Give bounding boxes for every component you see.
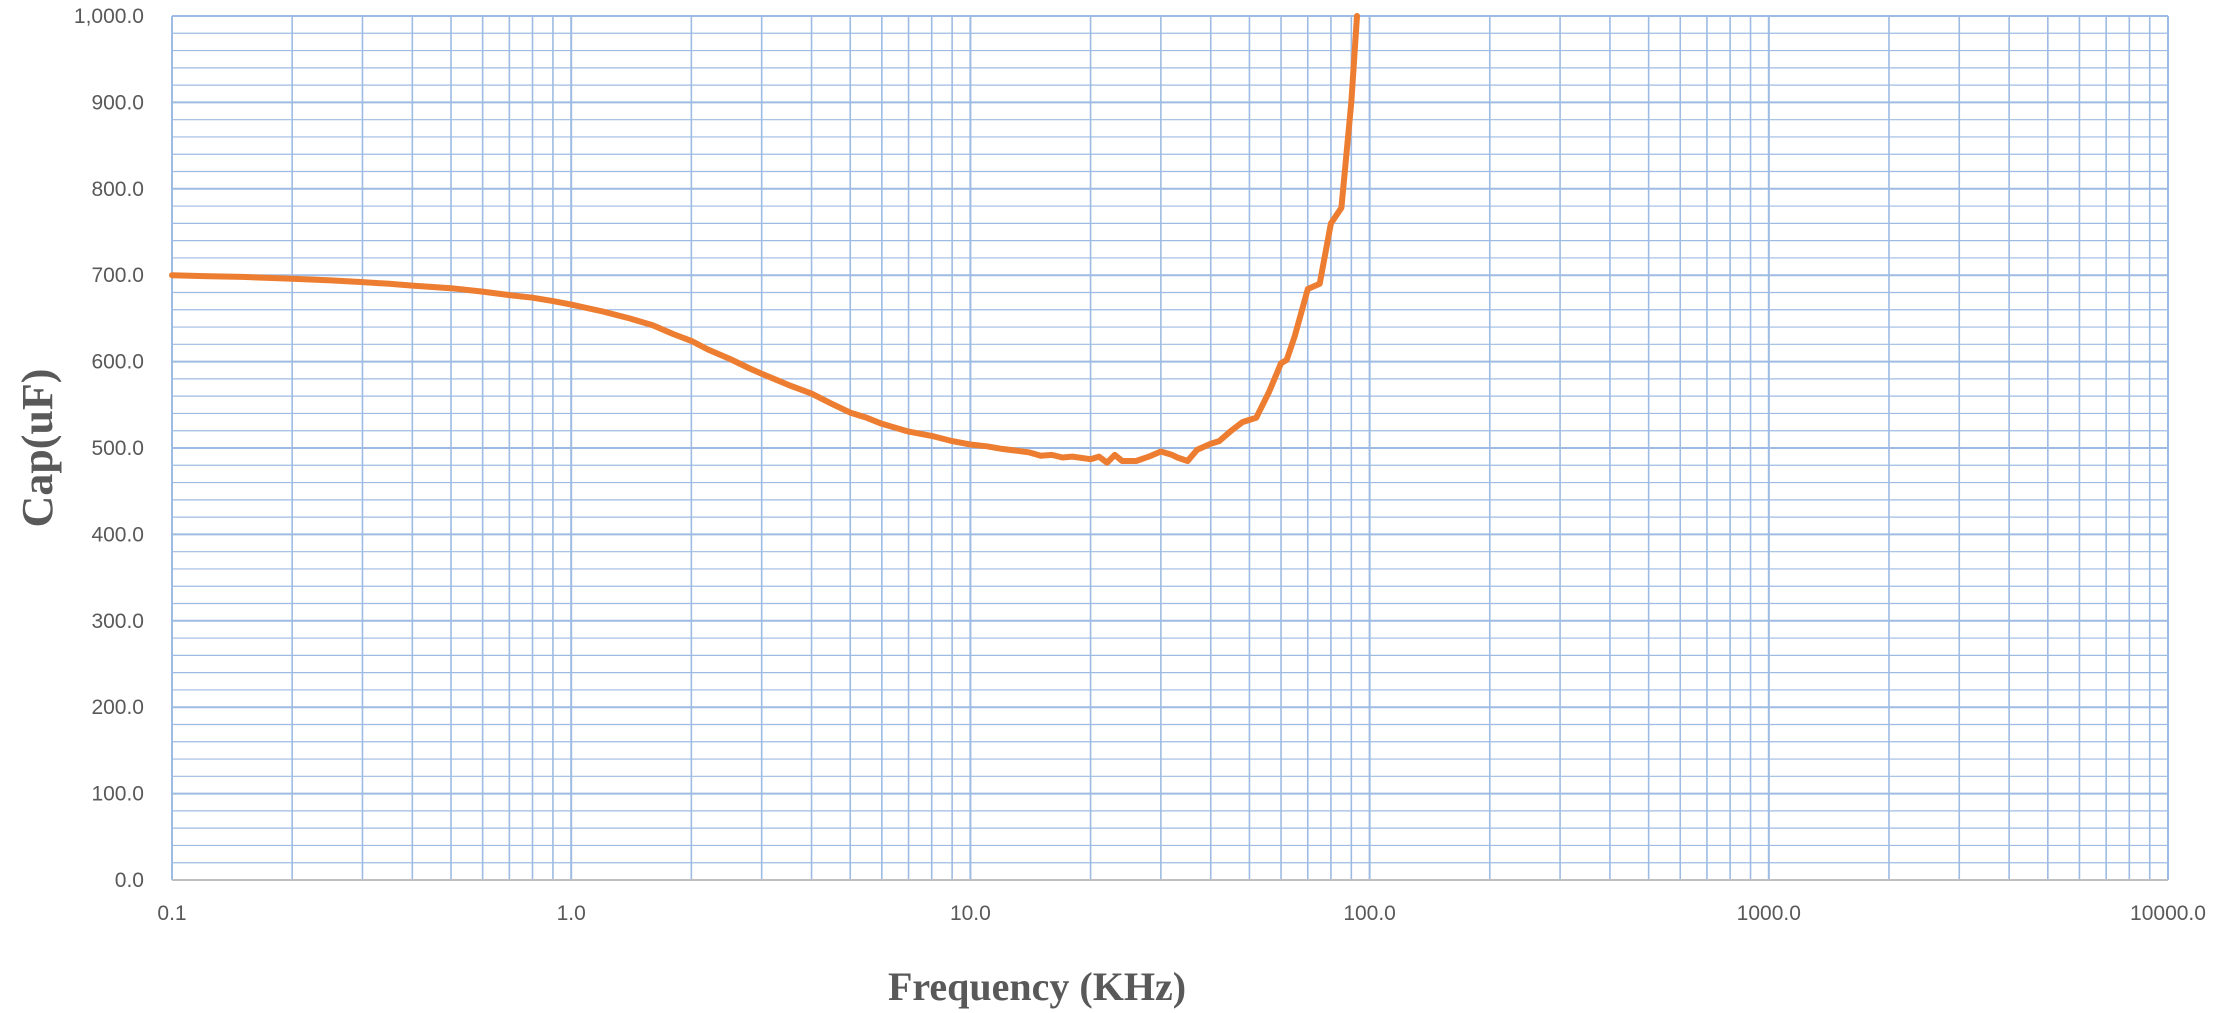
x-tick-labels: 0.1 1.0 10.0 100.0 1000.0 10000.0 — [157, 902, 2206, 925]
major-gridlines — [171, 15, 2169, 881]
x-tick-label: 10.0 — [950, 902, 991, 925]
series-layer — [169, 13, 1360, 466]
y-axis-title: Cap(uF) — [13, 369, 62, 528]
y-tick-label: 300.0 — [91, 610, 144, 633]
y-tick-label: 0.0 — [115, 869, 144, 892]
y-tick-label: 900.0 — [91, 91, 144, 114]
x-tick-label: 1.0 — [557, 902, 586, 925]
y-minor-gridlines — [172, 32, 2168, 864]
y-tick-label: 600.0 — [91, 351, 144, 374]
y-tick-label: 100.0 — [91, 783, 144, 806]
y-tick-label: 400.0 — [91, 523, 144, 546]
y-tick-label: 800.0 — [91, 178, 144, 201]
x-tick-label: 1000.0 — [1737, 902, 1801, 925]
y-tick-label: 200.0 — [91, 696, 144, 719]
x-tick-label: 0.1 — [157, 902, 186, 925]
y-tick-label: 500.0 — [91, 437, 144, 460]
x-tick-label: 100.0 — [1343, 902, 1396, 925]
y-tick-labels: 0.0 100.0 200.0 300.0 400.0 500.0 600.0 700.0 80… — [74, 5, 144, 892]
y-tick-label: 700.0 — [91, 264, 144, 287]
y-tick-label: 1,000.0 — [74, 5, 144, 28]
series-line-1 — [169, 13, 1360, 466]
x-axis-title: Frequency (KHz) — [888, 964, 1186, 1009]
x-tick-label: 10000.0 — [2130, 902, 2206, 925]
